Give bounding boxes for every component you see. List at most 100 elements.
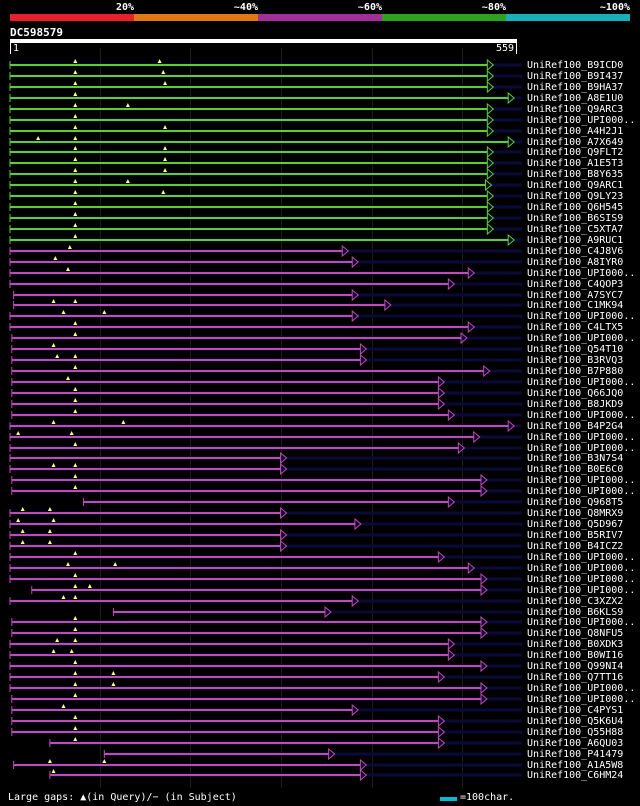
- hit-name[interactable]: UniRef100_C6HM24: [527, 770, 624, 781]
- hit-arrow: [351, 255, 359, 269]
- hit-name[interactable]: UniRef100_A7SYC7: [527, 290, 624, 301]
- hit-name[interactable]: UniRef100_C1MK94: [527, 300, 624, 311]
- gridline: [372, 48, 373, 788]
- hit-name[interactable]: UniRef100_B9I437: [527, 71, 624, 82]
- query-gap-marker: [73, 660, 78, 664]
- hit-name[interactable]: UniRef100_B4P2G4: [527, 421, 624, 432]
- scale-bar: [440, 797, 457, 801]
- hit-name[interactable]: UniRef100_B7P880: [527, 366, 624, 377]
- hit-name[interactable]: UniRef100_Q7TT16: [527, 672, 624, 683]
- hit-name[interactable]: UniRef100_Q8MRX9: [527, 508, 624, 519]
- hit-name[interactable]: UniRef100_Q54T10: [527, 344, 624, 355]
- hit-name[interactable]: UniRef100_B8Y635: [527, 169, 624, 180]
- hit-name[interactable]: UniRef100_Q9ARC3: [527, 104, 624, 115]
- query-gap-marker: [73, 168, 78, 172]
- hit-name[interactable]: UniRef100_A1E5T3: [527, 158, 624, 169]
- hit-arrow: [359, 768, 368, 782]
- hit-name[interactable]: UniRef100_Q66JQ0: [527, 388, 624, 399]
- hit-name[interactable]: UniRef100_Q9LY23: [527, 191, 624, 202]
- query-gap-marker: [66, 376, 71, 380]
- hit-name[interactable]: UniRef100_Q968T5: [527, 497, 624, 508]
- hit-arrow: [507, 419, 515, 433]
- hit-name[interactable]: UniRef100_UPI000..: [527, 552, 636, 563]
- hit-name[interactable]: UniRef100_Q6H545: [527, 202, 624, 213]
- hit-name[interactable]: UniRef100_B9HA37: [527, 82, 624, 93]
- hit-name[interactable]: UniRef100_A9RUC1: [527, 235, 624, 246]
- hit-arrow: [437, 736, 446, 750]
- legend-label-80: ~80%: [481, 2, 506, 13]
- query-gap-marker: [73, 474, 78, 478]
- hit-arrow: [467, 561, 476, 575]
- hit-name[interactable]: UniRef100_C5XTA7: [527, 224, 624, 235]
- query-gap-marker: [73, 693, 78, 697]
- hit-name[interactable]: UniRef100_B0WI16: [527, 650, 624, 661]
- hit-name[interactable]: UniRef100_A1A5W8: [527, 760, 624, 771]
- hit-name[interactable]: UniRef100_A4H2J1: [527, 126, 624, 137]
- hit-name[interactable]: UniRef100_UPI000..: [527, 683, 636, 694]
- hit-name[interactable]: UniRef100_A7X649: [527, 137, 624, 148]
- gridline: [281, 48, 282, 788]
- hit-name[interactable]: UniRef100_Q55H88: [527, 727, 624, 738]
- query-gap-marker: [69, 649, 74, 653]
- hit-arrow: [486, 69, 495, 83]
- hit-name[interactable]: UniRef100_UPI000..: [527, 432, 636, 443]
- hit-name[interactable]: UniRef100_UPI000..: [527, 585, 636, 596]
- hit-name[interactable]: UniRef100_UPI000..: [527, 268, 636, 279]
- hit-name[interactable]: UniRef100_A8IYR0: [527, 257, 624, 268]
- hit-name[interactable]: UniRef100_UPI000..: [527, 475, 636, 486]
- query-gap-marker: [20, 529, 25, 533]
- hit-name[interactable]: UniRef100_C4J8V6: [527, 246, 624, 257]
- hit-name[interactable]: UniRef100_UPI000..: [527, 443, 636, 454]
- hit-name[interactable]: UniRef100_B4ICZ2: [527, 541, 624, 552]
- hit-name[interactable]: UniRef100_B3RVQ3: [527, 355, 624, 366]
- hit-name[interactable]: UniRef100_Q99NI4: [527, 661, 624, 672]
- query-gap-marker: [51, 420, 56, 424]
- hit-name[interactable]: UniRef100_C4LTX5: [527, 322, 624, 333]
- hit-name[interactable]: UniRef100_Q5D967: [527, 519, 624, 530]
- hit-name[interactable]: UniRef100_C4QOP3: [527, 279, 624, 290]
- hit-name[interactable]: UniRef100_B0E6C0: [527, 464, 624, 475]
- query-gap-marker: [73, 485, 78, 489]
- hit-name[interactable]: UniRef100_UPI000..: [527, 694, 636, 705]
- hit-arrow: [280, 462, 288, 476]
- hit-name[interactable]: UniRef100_Q5K6U4: [527, 716, 624, 727]
- hit-name[interactable]: UniRef100_B6KLS9: [527, 607, 624, 618]
- hit-name[interactable]: UniRef100_UPI000..: [527, 333, 636, 344]
- hit-name[interactable]: UniRef100_B6SIS9: [527, 213, 624, 224]
- hit-name[interactable]: UniRef100_UPI000..: [527, 377, 636, 388]
- query-gap-marker: [73, 92, 78, 96]
- hit-name[interactable]: UniRef100_UPI000..: [527, 115, 636, 126]
- hit-name[interactable]: UniRef100_B3N7S4: [527, 453, 624, 464]
- hit-name[interactable]: UniRef100_A6QU03: [527, 738, 624, 749]
- query-gap-marker: [66, 562, 71, 566]
- ruler-start-label: 1: [13, 43, 20, 54]
- query-gap-marker: [51, 769, 56, 773]
- hit-name[interactable]: UniRef100_Q9FLT2: [527, 147, 624, 158]
- hit-name[interactable]: UniRef100_UPI000..: [527, 311, 636, 322]
- hit-name[interactable]: UniRef100_UPI000..: [527, 563, 636, 574]
- hit-name[interactable]: UniRef100_UPI000..: [527, 617, 636, 628]
- hit-name[interactable]: UniRef100_Q9ARC1: [527, 180, 624, 191]
- hit-name[interactable]: UniRef100_C3XZX2: [527, 596, 624, 607]
- hit-name[interactable]: UniRef100_B0XDK3: [527, 639, 624, 650]
- hit-name[interactable]: UniRef100_B9ICD0: [527, 60, 624, 71]
- hit-arrow: [359, 342, 368, 356]
- hit-arrow: [486, 167, 495, 181]
- hit-name[interactable]: UniRef100_C4PYS1: [527, 705, 624, 716]
- legend-label-100: ~100%: [599, 2, 630, 13]
- hit-name[interactable]: UniRef100_P41479: [527, 749, 624, 760]
- hit-name[interactable]: UniRef100_B8JKD9: [527, 399, 624, 410]
- hit-arrow: [486, 189, 495, 203]
- hit-name[interactable]: UniRef100_B5RIV7: [527, 530, 624, 541]
- legend-bar-80: [382, 14, 506, 21]
- hit-name[interactable]: UniRef100_A8E1U0: [527, 93, 624, 104]
- hit-arrow: [447, 277, 456, 291]
- query-gap-marker: [73, 157, 78, 161]
- hit-name[interactable]: UniRef100_UPI000..: [527, 486, 636, 497]
- query-gap-marker: [73, 737, 78, 741]
- query-gap-marker: [73, 59, 78, 63]
- query-gap-marker: [51, 343, 56, 347]
- hit-name[interactable]: UniRef100_UPI000..: [527, 574, 636, 585]
- hit-name[interactable]: UniRef100_UPI000..: [527, 410, 636, 421]
- hit-name[interactable]: UniRef100_Q8NFU5: [527, 628, 624, 639]
